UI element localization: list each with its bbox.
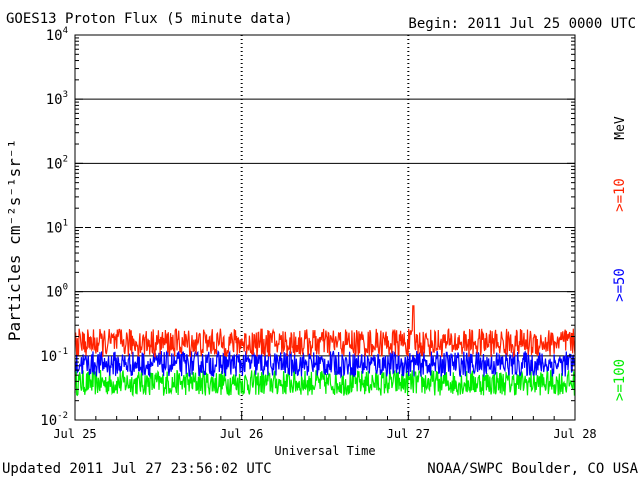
begin-label: Begin: 2011 Jul 25 0000 UTC: [408, 16, 636, 32]
legend-entry-50: >=50: [612, 268, 628, 302]
y-axis-label: Particles cm⁻²s⁻¹sr⁻¹: [5, 139, 24, 341]
legend: >=10 >=50 >=100 MeV: [612, 116, 628, 401]
x-tick-label-2: Jul 27: [387, 427, 430, 441]
y-axis: 10-2 10-1 100 101 102 103 104: [40, 26, 575, 429]
x-tick-label-1: Jul 26: [220, 427, 263, 441]
y-tick-label-5: 103: [46, 90, 68, 108]
x-tick-label-0: Jul 25: [53, 427, 96, 441]
y-tick-label-1: 10-1: [40, 347, 68, 365]
series-line-50: [74, 349, 576, 379]
legend-entry-10: >=10: [612, 178, 628, 212]
y-tick-label-3: 101: [46, 219, 68, 237]
x-tick-label-3: Jul 28: [553, 427, 596, 441]
footer-credit: NOAA/SWPC Boulder, CO USA: [427, 461, 638, 477]
series-line-100: [74, 368, 576, 398]
y-tick-label-6: 104: [46, 26, 68, 44]
x-axis: Jul 25 Jul 26 Jul 27 Jul 28: [53, 412, 597, 441]
x-axis-label: Universal Time: [274, 444, 375, 458]
series-line-10: [74, 305, 576, 359]
footer-updated: Updated 2011 Jul 27 23:56:02 UTC: [2, 461, 272, 477]
series-layer: [74, 305, 576, 398]
legend-unit: MeV: [613, 116, 628, 140]
y-tick-label-0: 10-2: [40, 411, 68, 429]
legend-entry-100: >=100: [612, 359, 628, 401]
y-tick-label-4: 102: [46, 154, 68, 172]
chart-title: GOES13 Proton Flux (5 minute data): [6, 11, 293, 27]
y-tick-label-2: 100: [46, 283, 68, 301]
